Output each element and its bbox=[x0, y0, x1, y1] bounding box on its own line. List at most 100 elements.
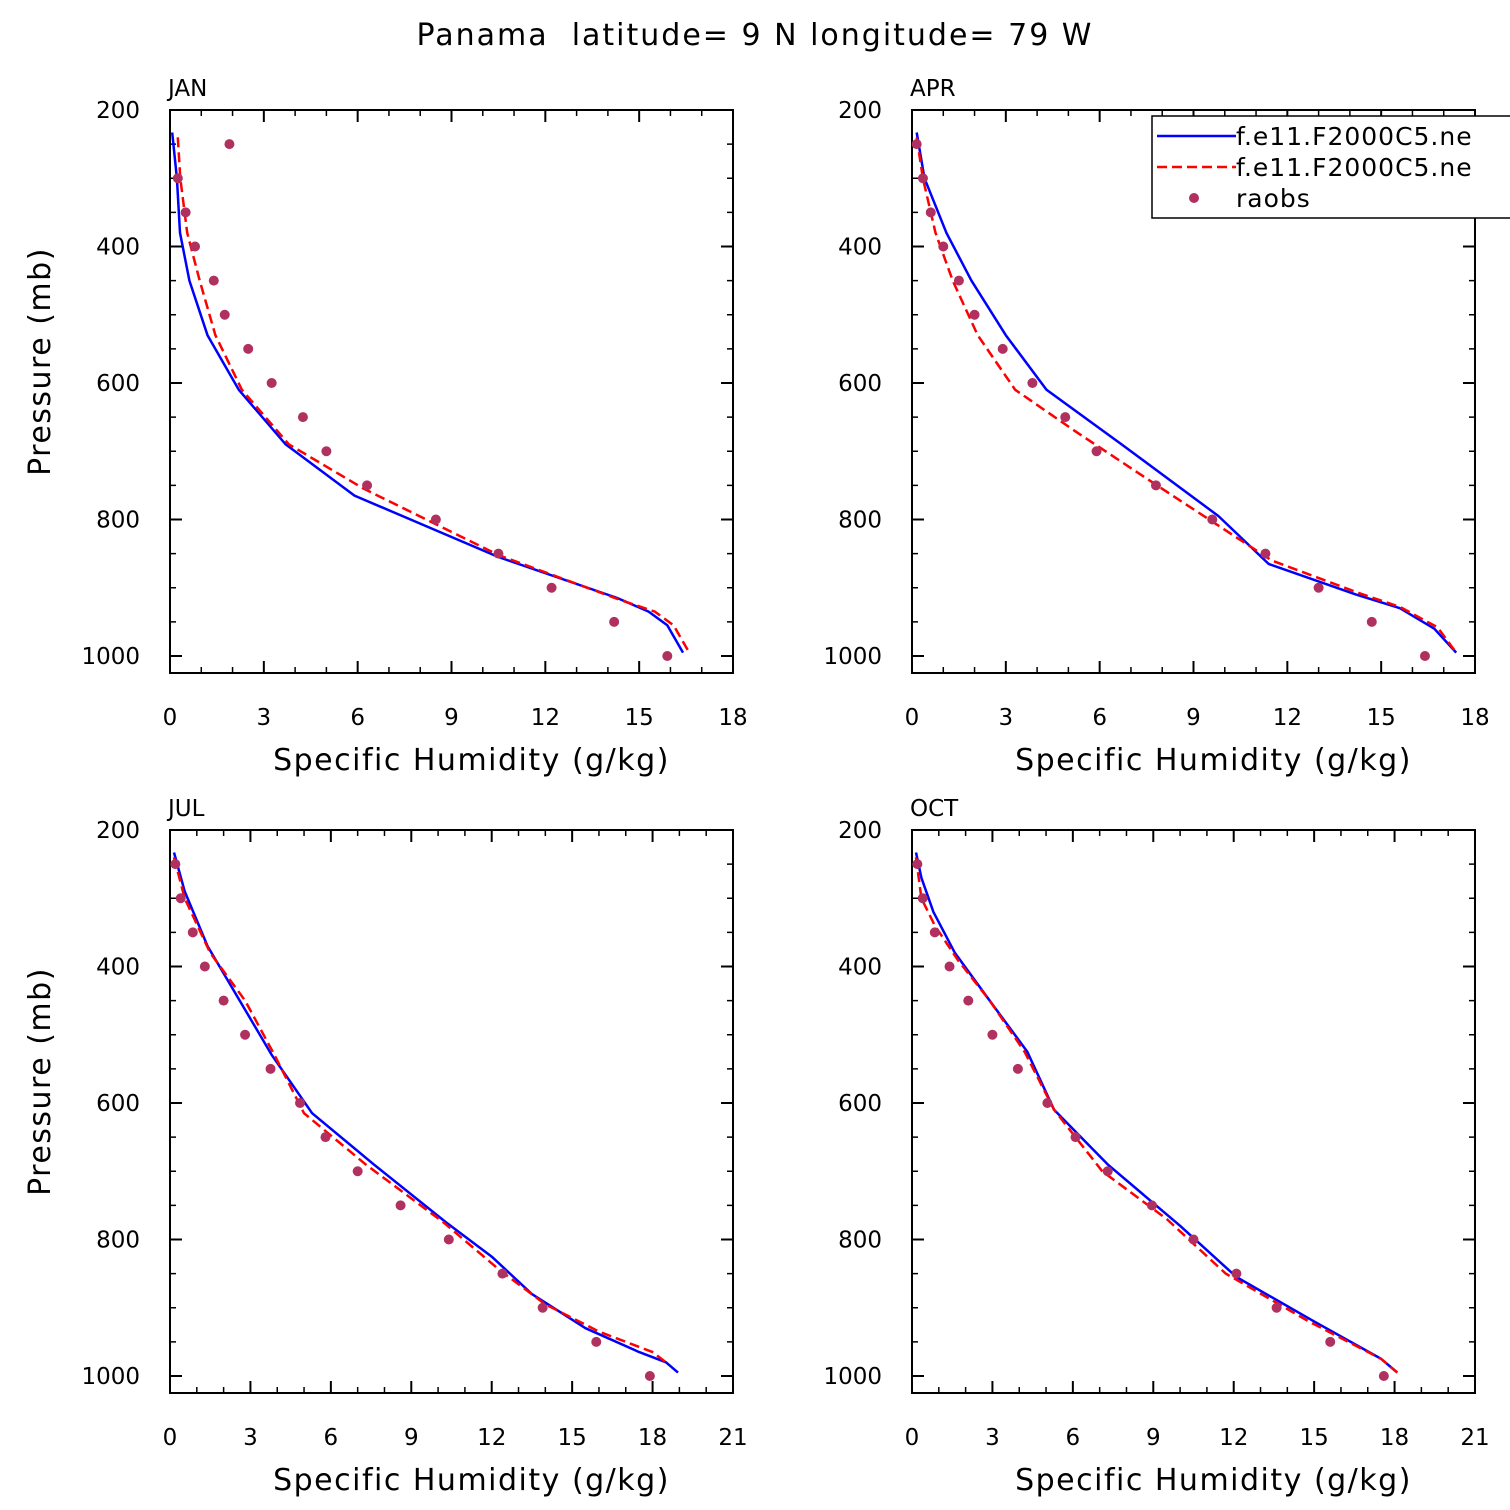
raobs-point bbox=[321, 446, 332, 457]
raobs-point bbox=[1042, 1098, 1053, 1108]
y-tick-label: 200 bbox=[96, 98, 140, 124]
series-line-red-dashed bbox=[176, 137, 691, 654]
x-tick-label: 18 bbox=[1460, 705, 1489, 731]
panel-title: JUL bbox=[166, 796, 205, 822]
x-tick-label: 6 bbox=[1066, 1425, 1081, 1451]
x-tick-label: 6 bbox=[350, 705, 365, 731]
figure-title: Panama latitude= 9 N longitude= 79 W bbox=[417, 18, 1094, 53]
x-tick-label: 21 bbox=[1460, 1425, 1489, 1451]
x-tick-label: 3 bbox=[257, 705, 272, 731]
raobs-point bbox=[644, 1371, 655, 1381]
raobs-point bbox=[493, 548, 504, 559]
raobs-point bbox=[199, 961, 210, 972]
raobs-point bbox=[1150, 480, 1161, 491]
x-tick-label: 15 bbox=[625, 705, 654, 731]
series-line-blue-solid bbox=[172, 852, 679, 1374]
raobs-point bbox=[430, 514, 441, 525]
raobs-point bbox=[265, 1063, 276, 1074]
y-tick-label: 1000 bbox=[81, 644, 140, 670]
raobs-point bbox=[1027, 378, 1038, 388]
x-tick-label: 9 bbox=[404, 1425, 419, 1451]
raobs-point bbox=[537, 1302, 548, 1313]
y-tick-label: 600 bbox=[96, 1091, 140, 1117]
x-axis-label: Specific Humidity (g/kg) bbox=[273, 743, 670, 778]
x-tick-label: 0 bbox=[905, 1425, 920, 1451]
y-tick-label: 800 bbox=[838, 508, 882, 534]
series-line-blue-solid bbox=[170, 132, 685, 654]
panel-title: OCT bbox=[910, 796, 959, 822]
plot-frame bbox=[169, 109, 734, 674]
raobs-point bbox=[917, 173, 928, 184]
raobs-point bbox=[208, 275, 219, 286]
raobs-point bbox=[320, 1132, 331, 1143]
raobs-point bbox=[1260, 548, 1271, 559]
x-tick-label: 21 bbox=[718, 1425, 747, 1451]
legend-label: f.e11.F2000C5.ne bbox=[1236, 153, 1473, 182]
y-tick-label: 1000 bbox=[81, 1364, 140, 1390]
raobs-point bbox=[497, 1268, 508, 1279]
series-line-red-dashed bbox=[172, 856, 667, 1364]
raobs-point bbox=[1091, 446, 1102, 457]
x-axis-label: Specific Humidity (g/kg) bbox=[273, 1463, 670, 1498]
panel-jan: JAN 0 3 6 9 12 15 18 200 400 600 800 1000 Specific Hu… bbox=[23, 76, 748, 778]
panel-title: APR bbox=[910, 76, 956, 102]
raobs-point bbox=[362, 480, 373, 491]
x-tick-label: 9 bbox=[1146, 1425, 1161, 1451]
raobs-point bbox=[187, 927, 198, 938]
y-axis-label: Pressure (mb) bbox=[23, 967, 58, 1196]
legend-label: raobs bbox=[1236, 184, 1311, 213]
raobs-point bbox=[938, 241, 949, 252]
series-line-red-dashed bbox=[914, 857, 1399, 1374]
x-tick-label: 12 bbox=[1219, 1425, 1248, 1451]
raobs-point bbox=[240, 1029, 251, 1040]
raobs-point bbox=[987, 1029, 998, 1040]
legend-marker bbox=[1189, 193, 1199, 203]
panel-apr: APR 0 3 6 9 12 15 18 200 400 600 800 1000 Specific Hu… bbox=[823, 76, 1489, 778]
series-line-blue-solid bbox=[915, 132, 1458, 654]
y-tick-label: 600 bbox=[838, 371, 882, 397]
raobs-point bbox=[929, 927, 940, 938]
x-tick-label: 18 bbox=[718, 705, 747, 731]
raobs-point bbox=[295, 1098, 306, 1108]
y-tick-label: 200 bbox=[838, 818, 882, 844]
x-tick-label: 6 bbox=[1092, 705, 1107, 731]
panel-oct: OCT 0 3 6 9 12 15 18 21 200 400 600 800 1000 Specific … bbox=[823, 796, 1489, 1498]
x-tick-label: 9 bbox=[444, 705, 459, 731]
plot-frame bbox=[911, 829, 1476, 1394]
raobs-point bbox=[997, 343, 1008, 354]
raobs-point bbox=[911, 139, 922, 150]
raobs-point bbox=[1102, 1166, 1113, 1177]
legend-label: f.e11.F2000C5.ne bbox=[1236, 122, 1473, 151]
raobs-point bbox=[1313, 582, 1324, 593]
raobs-point bbox=[175, 893, 186, 904]
x-tick-label: 9 bbox=[1186, 705, 1201, 731]
y-tick-label: 1000 bbox=[823, 1364, 882, 1390]
raobs-point bbox=[443, 1234, 454, 1245]
y-tick-label: 400 bbox=[838, 235, 882, 261]
x-tick-label: 12 bbox=[1273, 705, 1302, 731]
raobs-point bbox=[912, 859, 923, 870]
raobs-point bbox=[917, 893, 928, 904]
raobs-point bbox=[243, 343, 254, 354]
raobs-point bbox=[180, 207, 191, 218]
raobs-point bbox=[1146, 1200, 1157, 1211]
raobs-point bbox=[170, 859, 181, 870]
raobs-point bbox=[1207, 514, 1218, 525]
raobs-point bbox=[190, 241, 201, 252]
x-tick-label: 15 bbox=[558, 1425, 587, 1451]
x-axis-label: Specific Humidity (g/kg) bbox=[1015, 743, 1412, 778]
raobs-point bbox=[546, 582, 557, 593]
raobs-point bbox=[1060, 412, 1071, 423]
plot-frame bbox=[169, 829, 734, 1394]
x-tick-label: 0 bbox=[905, 705, 920, 731]
x-tick-label: 3 bbox=[985, 1425, 1000, 1451]
series-line-blue-solid bbox=[914, 852, 1399, 1374]
x-tick-label: 0 bbox=[163, 705, 178, 731]
raobs-point bbox=[591, 1336, 602, 1347]
x-tick-label: 3 bbox=[999, 705, 1014, 731]
y-tick-label: 200 bbox=[838, 98, 882, 124]
raobs-point bbox=[609, 616, 620, 627]
